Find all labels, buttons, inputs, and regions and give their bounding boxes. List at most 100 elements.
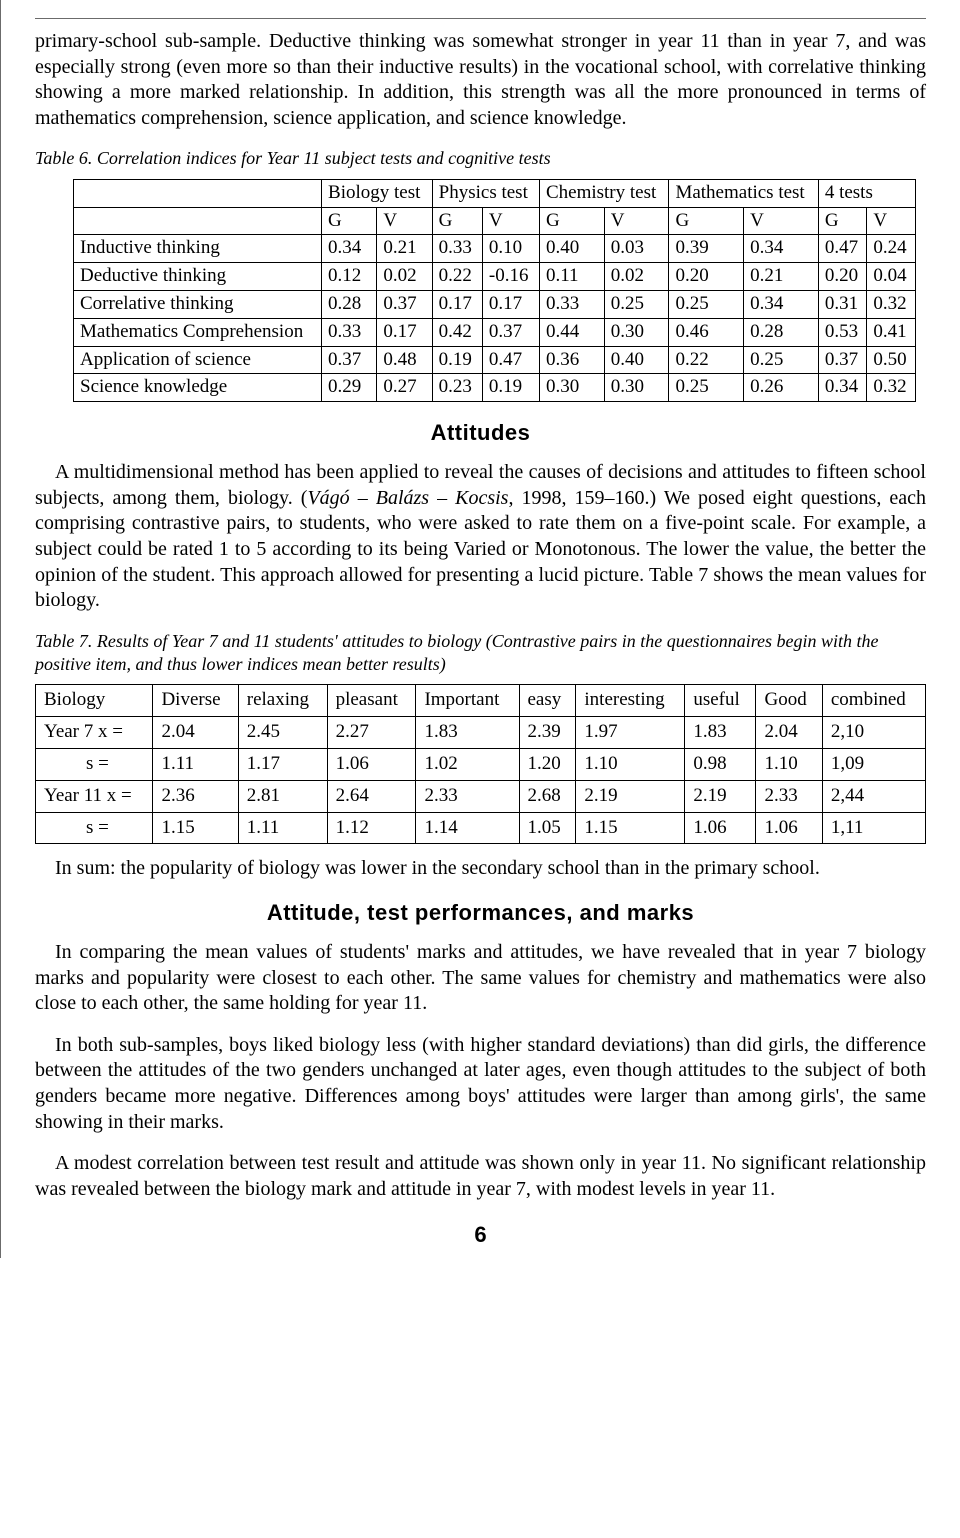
t7-cell: 1.15 — [576, 812, 685, 844]
t6-cell: 0.20 — [818, 263, 867, 291]
t7-col: Diverse — [153, 685, 238, 717]
t6-cell: 0.32 — [867, 290, 916, 318]
t6-cell: 0.34 — [744, 235, 819, 263]
t6-cell: 0.33 — [322, 318, 377, 346]
t6-cell: 0.12 — [322, 263, 377, 291]
t7-cell: 1.06 — [685, 812, 756, 844]
t6-cell: 0.44 — [539, 318, 604, 346]
t7-cell: 2.64 — [327, 780, 416, 812]
t7-cell: 1.12 — [327, 812, 416, 844]
t6-cell: 0.34 — [744, 290, 819, 318]
t6-cell: 0.30 — [539, 374, 604, 402]
t6-cell: 0.04 — [867, 263, 916, 291]
t6-cell: 0.25 — [604, 290, 669, 318]
paragraph-4: In comparing the mean values of students… — [35, 940, 926, 1017]
t6-sub: V — [744, 207, 819, 235]
t7-cell: 1.20 — [519, 749, 576, 781]
t7-row-label: Year 7 x = — [36, 717, 153, 749]
t6-cell: 0.21 — [744, 263, 819, 291]
t7-col: easy — [519, 685, 576, 717]
t6-sub: G — [432, 207, 482, 235]
para2-citation: Vágó – Balázs – Kocsis — [307, 487, 508, 509]
t6-sub: V — [867, 207, 916, 235]
t6-cell: 0.50 — [867, 346, 916, 374]
t7-cell: 1.11 — [153, 749, 238, 781]
t7-cell: 1.06 — [327, 749, 416, 781]
table-row: Year 7 x =2.042.452.271.832.391.971.832.… — [36, 717, 926, 749]
t6-sub: G — [539, 207, 604, 235]
t7-cell: 2.39 — [519, 717, 576, 749]
t6-cell: 0.42 — [432, 318, 482, 346]
t6-cell: 0.17 — [482, 290, 539, 318]
t7-col: relaxing — [238, 685, 327, 717]
t6-cell: 0.53 — [818, 318, 867, 346]
t6-cell: 0.46 — [669, 318, 744, 346]
t6-row-label: Inductive thinking — [74, 235, 322, 263]
t6-cell: 0.24 — [867, 235, 916, 263]
t6-cell: 0.30 — [604, 318, 669, 346]
table7-caption: Table 7. Results of Year 7 and 11 studen… — [35, 630, 926, 677]
t6-cell: 0.22 — [669, 346, 744, 374]
t6-cell: 0.40 — [604, 346, 669, 374]
t6-cell: 0.37 — [322, 346, 377, 374]
t6-cell: 0.22 — [432, 263, 482, 291]
t7-cell: 2.33 — [756, 780, 822, 812]
t6-cell: 0.34 — [818, 374, 867, 402]
t7-cell: 1.17 — [238, 749, 327, 781]
t6-math: Mathematics test — [669, 179, 818, 207]
t7-cell: 1.15 — [153, 812, 238, 844]
table-row: Correlative thinking0.280.370.170.170.33… — [74, 290, 916, 318]
t6-cell: 0.41 — [867, 318, 916, 346]
t7-cell: 1.83 — [685, 717, 756, 749]
t7-col: pleasant — [327, 685, 416, 717]
t6-row-label: Mathematics Comprehension — [74, 318, 322, 346]
paragraph-sum: In sum: the popularity of biology was lo… — [35, 856, 926, 882]
page: primary-school sub-sample. Deductive thi… — [0, 0, 960, 1258]
paragraph-5: In both sub-samples, boys liked biology … — [35, 1033, 926, 1135]
t7-cell: 1.10 — [576, 749, 685, 781]
t6-cell: 0.28 — [322, 290, 377, 318]
t7-col: interesting — [576, 685, 685, 717]
t7-cell: 2.81 — [238, 780, 327, 812]
t6-cell: 0.19 — [482, 374, 539, 402]
table6-header-row2: G V G V G V G V G V — [74, 207, 916, 235]
t7-cell: 1.10 — [756, 749, 822, 781]
table-row: Mathematics Comprehension0.330.170.420.3… — [74, 318, 916, 346]
table6-caption: Table 6. Correlation indices for Year 11… — [35, 147, 926, 170]
t6-sub: V — [482, 207, 539, 235]
t6-cell: 0.20 — [669, 263, 744, 291]
t6-cell: 0.17 — [432, 290, 482, 318]
t6-cell: 0.19 — [432, 346, 482, 374]
t7-cell: 2.19 — [685, 780, 756, 812]
t7-col: Important — [416, 685, 519, 717]
t6-cell: 0.31 — [818, 290, 867, 318]
table-row: s =1.111.171.061.021.201.100.981.101,09 — [36, 749, 926, 781]
t7-cell: 1,09 — [822, 749, 925, 781]
t6-chem: Chemistry test — [539, 179, 668, 207]
t7-cell: 2.04 — [153, 717, 238, 749]
t7-row-label: s = — [36, 812, 153, 844]
t6-sub: G — [818, 207, 867, 235]
table-row: Inductive thinking0.340.210.330.100.400.… — [74, 235, 916, 263]
t7-cell: 2,10 — [822, 717, 925, 749]
paragraph-intro: primary-school sub-sample. Deductive thi… — [35, 29, 926, 131]
table-row: s =1.151.111.121.141.051.151.061.061,11 — [36, 812, 926, 844]
t7-cell: 1.05 — [519, 812, 576, 844]
t6-cell: 0.40 — [539, 235, 604, 263]
t7-cell: 2.19 — [576, 780, 685, 812]
t6-cell: 0.25 — [669, 290, 744, 318]
t7-col: combined — [822, 685, 925, 717]
t6-cell: 0.36 — [539, 346, 604, 374]
t7-cell: 1.11 — [238, 812, 327, 844]
table6: Biology test Physics test Chemistry test… — [73, 179, 916, 402]
t6-cell: 0.25 — [744, 346, 819, 374]
t6-row-label: Application of science — [74, 346, 322, 374]
t6-cell: 0.29 — [322, 374, 377, 402]
table-row: Application of science0.370.480.190.470.… — [74, 346, 916, 374]
t6-cell: 0.48 — [377, 346, 432, 374]
t7-cell: 2.04 — [756, 717, 822, 749]
table6-header-row1: Biology test Physics test Chemistry test… — [74, 179, 916, 207]
t7-col: Biology — [36, 685, 153, 717]
t6-cell: 0.37 — [818, 346, 867, 374]
t6-bio: Biology test — [322, 179, 433, 207]
